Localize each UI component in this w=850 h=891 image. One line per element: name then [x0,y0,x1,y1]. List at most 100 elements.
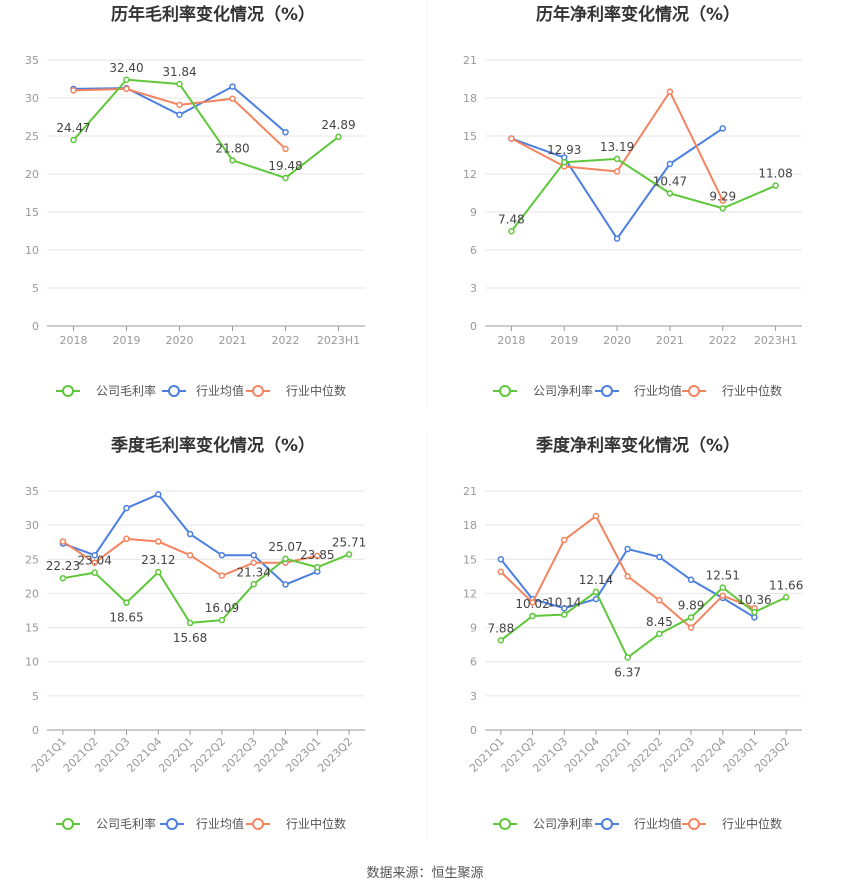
data-point-median [229,95,236,103]
legend-marker [252,385,264,397]
x-tick-label: 2019 [113,334,141,347]
data-point-company [229,157,236,164]
data-point-median [250,559,257,566]
data-label: 16.09 [205,601,239,615]
y-tick-label: 21 [463,485,477,498]
y-tick-label: 10 [25,656,39,669]
y-tick-label: 0 [470,724,477,737]
data-point-company [335,133,342,141]
data-point-company [282,555,289,563]
data-point-avg [282,128,289,136]
legend-item-avg: 行业均值 [595,383,682,398]
x-tick-label: 2021 [219,334,247,347]
y-tick-label: 0 [470,320,477,333]
x-tick-label: 2020 [603,334,631,347]
data-label: 24.89 [321,118,355,132]
legend-marker [166,818,178,830]
data-label: 18.65 [109,611,143,625]
series-line-company [500,586,787,659]
data-point-median [719,197,726,204]
data-point-company [613,155,621,163]
x-tick-label: 2018 [60,334,88,347]
data-label: 25.71 [332,535,366,549]
y-tick-label: 3 [470,690,477,703]
data-point-avg [250,551,257,559]
data-point-company [561,158,568,166]
data-point-avg [176,111,183,118]
x-tick-label: 2022 [709,334,737,347]
data-label: 10.47 [653,174,687,188]
data-point-avg [218,551,226,559]
legend-marker [499,385,511,397]
data-point-median [123,85,130,93]
data-point-avg [624,545,631,553]
data-point-company [345,551,353,558]
x-tick-label: 2023Q2 [315,735,355,775]
data-point-company [70,136,77,144]
data-point-avg [656,553,663,561]
y-tick-label: 15 [25,622,39,635]
data-point-median [314,552,321,560]
y-tick-label: 5 [32,690,39,703]
data-point-avg [186,530,194,538]
y-tick-label: 9 [470,622,477,635]
data-point-avg [123,504,130,512]
data-point-company [561,611,568,618]
y-tick-label: 6 [470,656,477,669]
x-tick-label: 2023H1 [754,334,797,347]
data-label: 13.19 [600,140,634,154]
data-label: 21.80 [215,141,249,155]
data-label: 21.34 [237,565,271,579]
data-point-avg [666,160,674,168]
chart-title: 季度净利率变化情况（%） [536,435,740,456]
legend-marker [688,818,700,830]
y-tick-label: 12 [463,168,477,181]
data-point-median [186,551,194,559]
legend-label: 行业中位数 [722,816,782,831]
y-tick-label: 35 [25,485,39,498]
chart-panel-4: 季度净利率变化情况（%）0369121518212021Q12021Q22021… [463,435,803,831]
data-point-avg [155,491,162,498]
data-point-median [91,559,98,566]
y-tick-label: 20 [25,587,39,600]
data-point-company [529,612,536,620]
legend-item-company: 公司净利率 [493,816,593,831]
data-point-company [218,616,226,624]
legend-item-company: 公司毛利率 [56,816,156,831]
legend-label: 公司净利率 [533,383,593,398]
data-point-company [91,569,98,576]
chart-title: 季度毛利率变化情况（%） [111,435,315,456]
data-point-median [666,88,674,95]
legend-item-company: 公司净利率 [493,383,593,398]
data-label: 8.45 [646,615,673,629]
data-point-company [592,588,600,596]
data-point-company [123,76,130,84]
data-point-company [751,608,758,616]
data-point-median [529,599,536,606]
data-point-avg [282,581,289,588]
data-point-avg [719,125,726,132]
data-point-avg [497,556,505,563]
data-point-median [70,87,77,94]
data-point-company [250,581,257,588]
y-tick-label: 12 [463,587,477,600]
legend-marker [499,818,511,830]
data-label: 10.02 [515,597,549,611]
data-point-avg [687,576,695,584]
data-point-avg [613,235,621,242]
data-label: 24.47 [56,121,90,135]
legend-item-avg: 行业均值 [162,383,244,398]
data-point-median [561,536,568,544]
y-tick-label: 30 [25,519,39,532]
legend-item-median: 行业中位数 [246,816,346,831]
data-point-company [772,182,779,189]
y-tick-label: 0 [32,724,39,737]
data-point-median [592,512,600,520]
y-tick-label: 18 [463,92,477,105]
legend-item-company: 公司毛利率 [56,383,156,398]
x-tick-label: 2020 [166,334,194,347]
x-tick-label: 2023Q2 [752,735,792,775]
data-label: 19.48 [268,159,302,173]
data-point-company [719,205,726,212]
y-tick-label: 25 [25,130,39,143]
